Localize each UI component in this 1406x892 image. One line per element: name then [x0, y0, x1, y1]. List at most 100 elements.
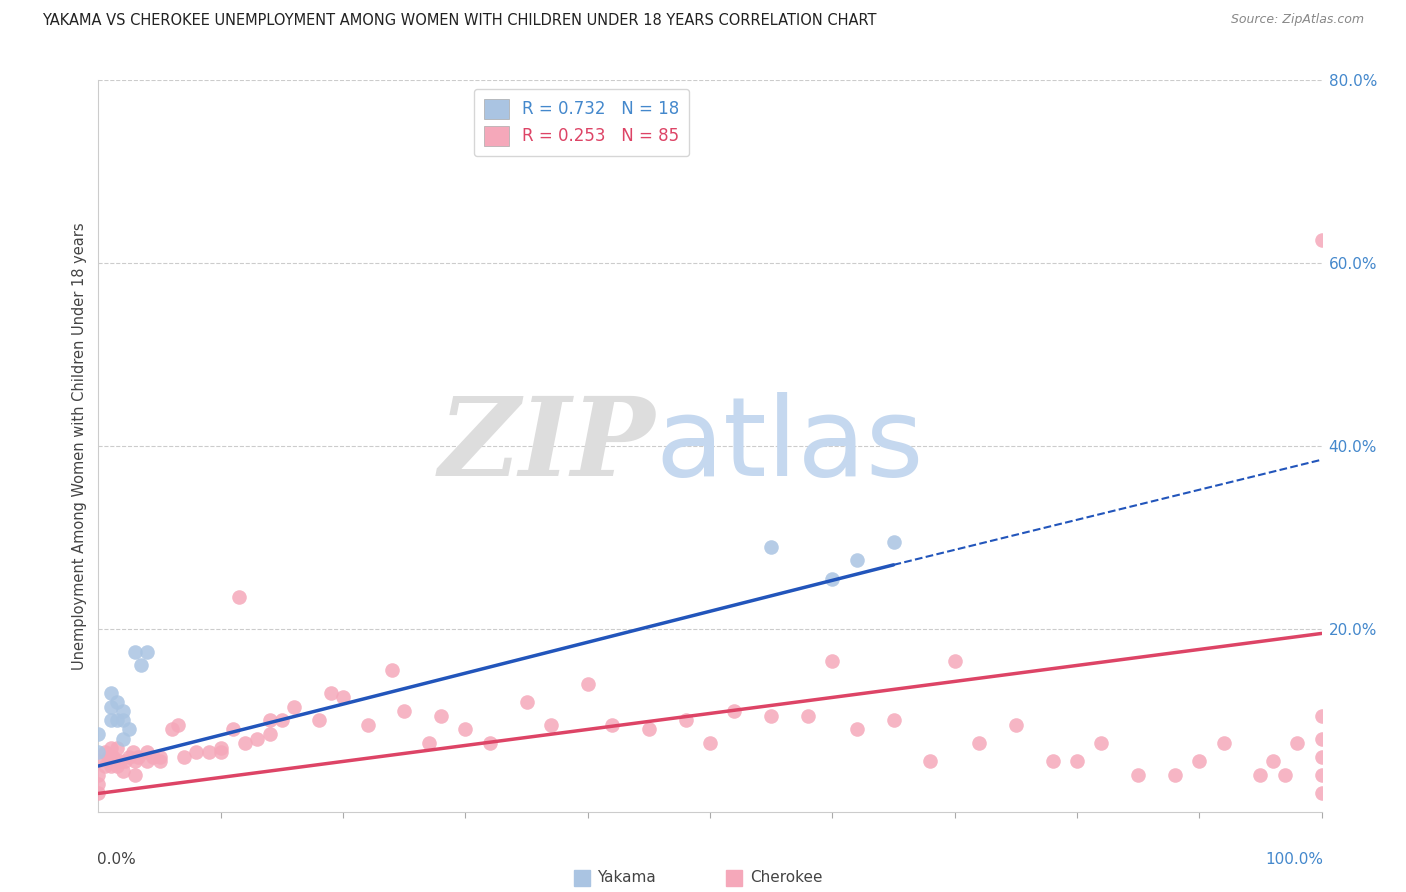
Point: [110, 755, 132, 769]
Point: [319, 686, 342, 700]
Point: [308, 714, 330, 728]
Point: [967, 736, 990, 750]
Point: [430, 708, 453, 723]
Point: [1274, 768, 1296, 782]
Point: [100, 749, 122, 764]
Point: [186, 745, 208, 759]
Point: [259, 714, 281, 728]
Point: [118, 749, 141, 764]
Point: [883, 535, 905, 549]
Point: [149, 749, 172, 764]
Point: [1090, 736, 1112, 750]
Point: [111, 731, 134, 746]
Point: [1042, 755, 1064, 769]
Point: [87, 768, 110, 782]
Point: [1286, 736, 1309, 750]
Point: [136, 755, 159, 769]
Point: [845, 723, 868, 737]
Y-axis label: Unemployment Among Women with Children Under 18 years: Unemployment Among Women with Children U…: [72, 222, 87, 670]
Point: [100, 714, 122, 728]
Point: [270, 714, 294, 728]
Point: [87, 755, 110, 769]
Point: [699, 736, 721, 750]
Point: [87, 727, 110, 741]
Point: [100, 699, 122, 714]
Point: [723, 704, 745, 718]
Point: [943, 654, 966, 668]
Point: [105, 740, 128, 755]
Point: [845, 553, 868, 567]
Point: [1164, 768, 1187, 782]
Point: [821, 572, 844, 586]
Point: [920, 755, 942, 769]
Point: [1310, 731, 1333, 746]
Point: [209, 745, 232, 759]
Point: [118, 723, 141, 737]
Point: [105, 759, 128, 773]
Point: [149, 755, 172, 769]
Point: [761, 540, 783, 554]
Point: [478, 736, 501, 750]
Point: [1004, 718, 1026, 732]
Legend: R = 0.732   N = 18, R = 0.253   N = 85: R = 0.732 N = 18, R = 0.253 N = 85: [474, 88, 689, 156]
Point: [136, 645, 159, 659]
Point: [1212, 736, 1234, 750]
Text: 0.0%: 0.0%: [97, 852, 136, 867]
Point: [197, 745, 219, 759]
Point: [821, 654, 844, 668]
Point: [1310, 787, 1333, 801]
Point: [1310, 233, 1333, 247]
Point: [259, 727, 281, 741]
Text: ZIP: ZIP: [439, 392, 655, 500]
Text: Cherokee: Cherokee: [751, 870, 823, 885]
Point: [332, 690, 354, 705]
Point: [124, 645, 146, 659]
Point: [87, 787, 110, 801]
Point: [142, 749, 165, 764]
Point: [105, 695, 128, 709]
Point: [392, 704, 416, 718]
Point: [97, 749, 120, 764]
Point: [1188, 755, 1211, 769]
Point: [111, 704, 134, 718]
Point: [121, 745, 143, 759]
Point: [222, 723, 245, 737]
Point: [283, 699, 305, 714]
Point: [136, 745, 159, 759]
Point: [111, 714, 134, 728]
Text: 100.0%: 100.0%: [1265, 852, 1323, 867]
Point: [111, 764, 134, 778]
Point: [1310, 708, 1333, 723]
Point: [87, 745, 110, 759]
Point: [93, 759, 115, 773]
Point: [675, 714, 697, 728]
Point: [381, 663, 404, 677]
Point: [100, 686, 122, 700]
Point: [1066, 755, 1088, 769]
Point: [100, 759, 122, 773]
Point: [101, 749, 124, 764]
Point: [1261, 755, 1284, 769]
Point: [600, 718, 623, 732]
Point: [100, 740, 122, 755]
Text: Source: ZipAtlas.com: Source: ZipAtlas.com: [1230, 13, 1364, 27]
Point: [124, 768, 146, 782]
Point: [797, 708, 820, 723]
Point: [576, 676, 599, 690]
Text: Yakama: Yakama: [598, 870, 657, 885]
Point: [127, 749, 149, 764]
Point: [1310, 749, 1333, 764]
Point: [160, 723, 183, 737]
Text: atlas: atlas: [655, 392, 924, 500]
Point: [129, 658, 152, 673]
Point: [761, 708, 783, 723]
Point: [246, 731, 269, 746]
Point: [167, 718, 190, 732]
Point: [515, 695, 537, 709]
Point: [124, 755, 146, 769]
Point: [228, 590, 250, 604]
Point: [233, 736, 256, 750]
Point: [114, 755, 136, 769]
Point: [454, 723, 477, 737]
Point: [1310, 768, 1333, 782]
